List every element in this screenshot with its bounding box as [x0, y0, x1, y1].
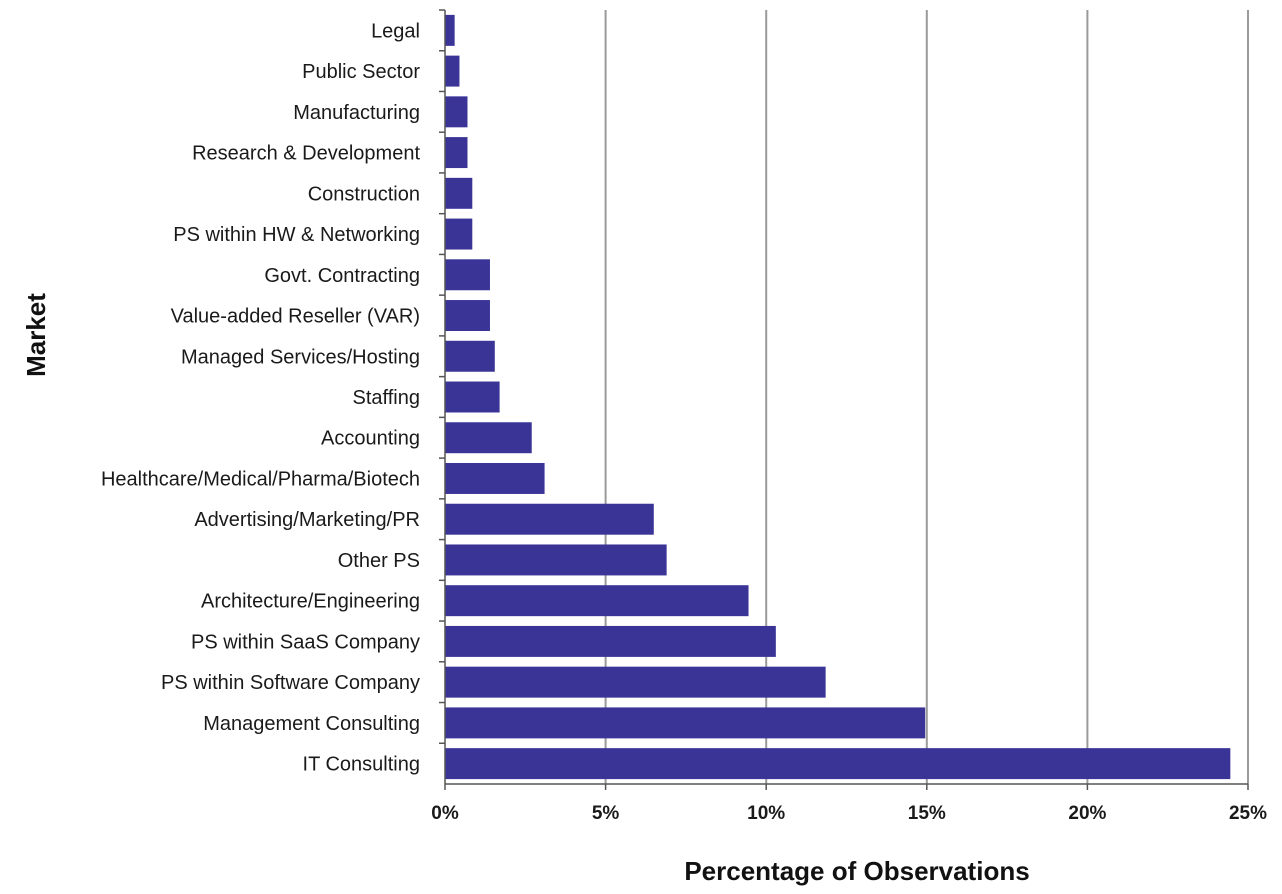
x-tick-label: 15%	[908, 803, 946, 824]
category-label: Accounting	[321, 428, 420, 450]
x-tick-label: 25%	[1229, 803, 1267, 824]
x-tick-label: 0%	[431, 803, 459, 824]
bar	[445, 137, 468, 169]
category-label: Healthcare/Medical/Pharma/Biotech	[101, 468, 420, 490]
bar	[445, 503, 654, 535]
bar	[445, 422, 532, 454]
bar	[445, 707, 926, 739]
bar	[445, 625, 776, 657]
bar	[445, 585, 749, 617]
bar	[445, 218, 473, 250]
category-label: Architecture/Engineering	[201, 591, 420, 613]
bar	[445, 14, 455, 46]
bar	[445, 340, 495, 372]
category-label: Other PS	[338, 550, 420, 572]
category-label: Managed Services/Hosting	[181, 346, 420, 368]
bar	[445, 300, 490, 332]
x-axis-title: Percentage of Observations	[684, 856, 1029, 886]
axes	[439, 9, 1249, 790]
x-tick-label: 5%	[592, 803, 620, 824]
category-label: Advertising/Marketing/PR	[194, 509, 420, 531]
bar	[445, 381, 500, 413]
bar	[445, 666, 826, 698]
category-label: Value-added Reseller (VAR)	[171, 306, 420, 328]
category-label: Staffing	[353, 387, 420, 409]
bar	[445, 748, 1231, 780]
bar	[445, 544, 667, 576]
category-label: Public Sector	[302, 61, 420, 83]
category-label: Research & Development	[192, 143, 420, 165]
category-label: IT Consulting	[303, 754, 420, 776]
category-label: PS within HW & Networking	[173, 224, 420, 246]
x-tick-labels: 0% 5% 10% 15% 20% 25%	[431, 803, 1267, 824]
category-label: PS within Software Company	[161, 672, 420, 694]
x-tick-label: 20%	[1068, 803, 1106, 824]
x-tick-label: 10%	[747, 803, 785, 824]
bars	[445, 14, 1231, 780]
bar	[445, 259, 490, 291]
category-label: Construction	[308, 183, 420, 205]
bar	[445, 462, 545, 494]
bar	[445, 177, 473, 209]
category-label: Govt. Contracting	[264, 265, 420, 287]
category-labels: Legal Public Sector Manufacturing Research …	[101, 20, 420, 775]
bar	[445, 96, 468, 128]
y-axis-title: Market	[21, 293, 51, 377]
category-label: Manufacturing	[293, 102, 420, 124]
category-label: PS within SaaS Company	[191, 631, 420, 653]
category-label: Legal	[371, 20, 420, 42]
bar	[445, 55, 460, 87]
category-label: Management Consulting	[203, 713, 420, 735]
